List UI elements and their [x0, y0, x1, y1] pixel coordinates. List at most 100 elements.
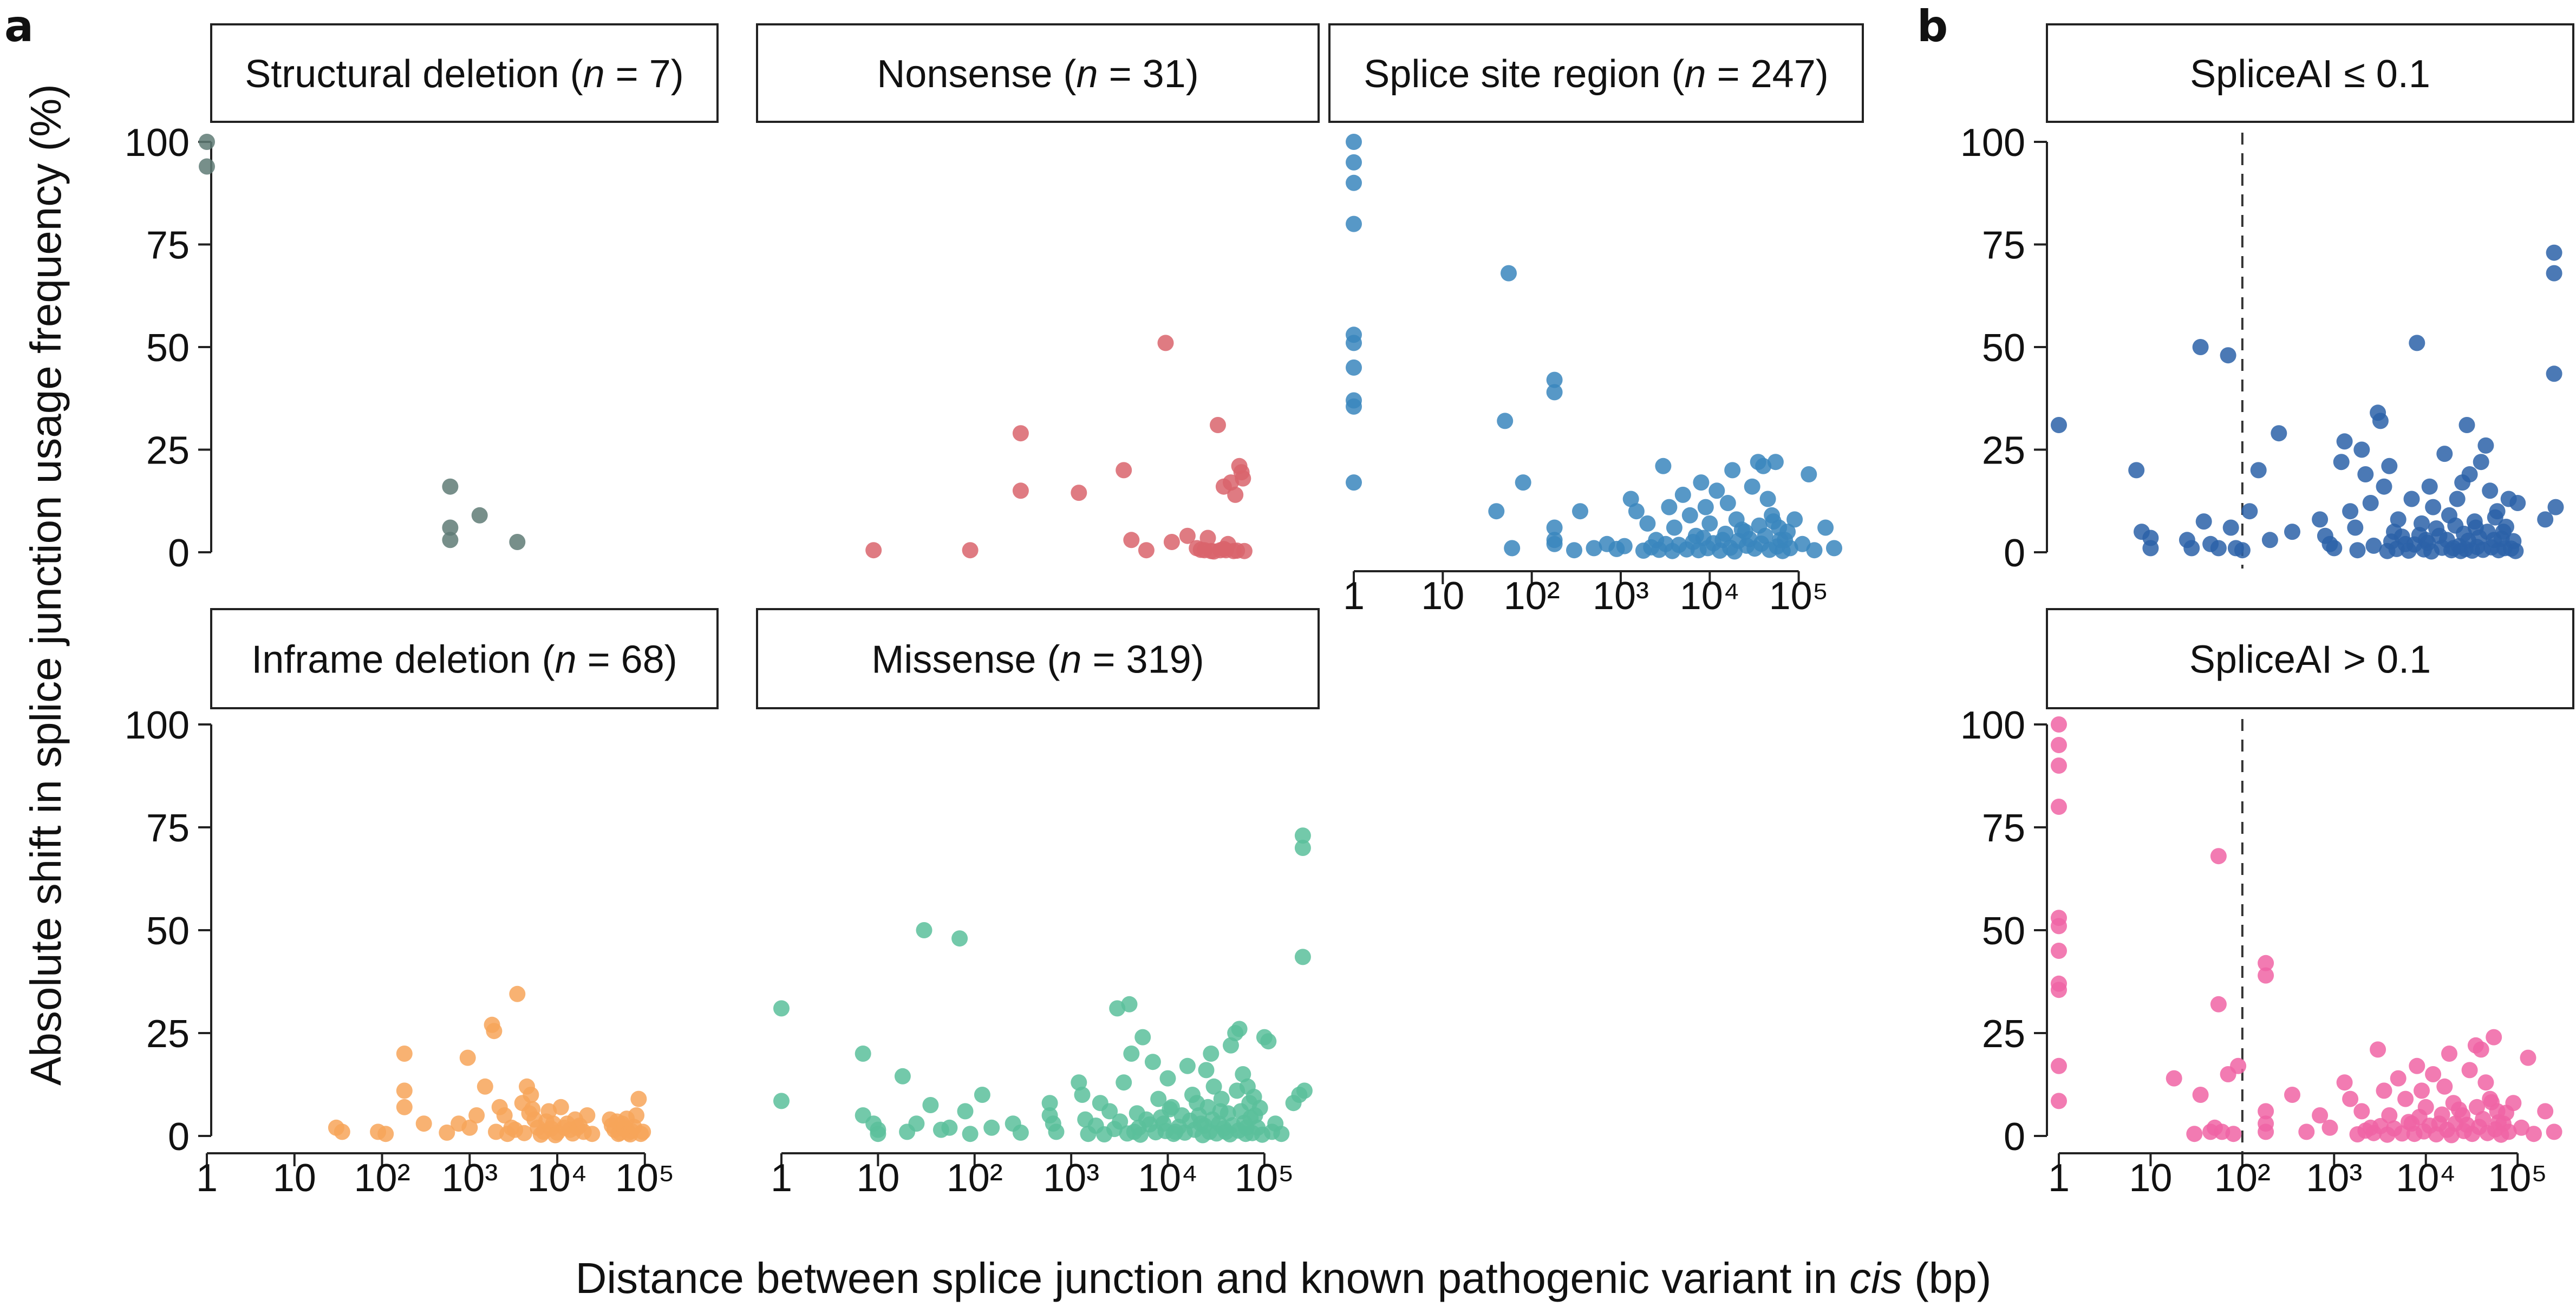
- data-point: [1719, 495, 1736, 511]
- data-point: [1622, 491, 1639, 507]
- strip-title-splice_high: SpliceAI > 0.1: [2189, 638, 2431, 682]
- data-point: [1661, 499, 1678, 515]
- data-point: [1112, 1113, 1129, 1130]
- x-tick-label: 10³: [2306, 1157, 2362, 1200]
- data-point: [1116, 1074, 1132, 1091]
- data-point: [2507, 543, 2524, 559]
- y-tick-label: 50: [146, 326, 190, 370]
- data-point: [1294, 949, 1311, 965]
- x-tick-label: 10⁵: [1769, 574, 1829, 618]
- x-tick-label: 10³: [441, 1157, 498, 1200]
- x-tick-label: 10: [273, 1157, 316, 1200]
- data-point: [1767, 454, 1784, 471]
- data-point: [1346, 398, 1362, 415]
- data-point: [2192, 1087, 2209, 1103]
- data-point: [1235, 470, 1251, 487]
- data-point: [1144, 1054, 1161, 1070]
- data-point: [2473, 1041, 2489, 1058]
- data-point: [908, 1115, 925, 1132]
- data-point: [2381, 458, 2398, 474]
- data-point: [396, 1082, 413, 1099]
- data-point: [1701, 515, 1718, 532]
- data-point: [1546, 519, 1563, 536]
- strip-title-prefix: Nonsense (: [877, 53, 1076, 96]
- data-point: [1497, 413, 1514, 429]
- data-point: [2225, 1126, 2242, 1142]
- data-point: [951, 930, 968, 947]
- y-tick-label: 75: [146, 224, 190, 267]
- data-point: [2241, 503, 2258, 520]
- data-point: [941, 1119, 958, 1136]
- data-point: [1616, 538, 1633, 554]
- data-point: [2441, 1046, 2457, 1062]
- data-point: [2321, 1119, 2338, 1136]
- data-point: [2546, 1123, 2562, 1140]
- data-point: [1071, 485, 1087, 501]
- data-point: [870, 1126, 886, 1142]
- data-point: [2475, 1111, 2492, 1127]
- x-axis-label-end: (bp): [1902, 1254, 1992, 1302]
- data-point: [1210, 417, 1226, 433]
- data-point: [2234, 542, 2251, 559]
- data-point: [2394, 528, 2410, 545]
- data-point: [2166, 1070, 2182, 1087]
- data-point: [1572, 503, 1588, 520]
- data-point: [773, 1093, 790, 1109]
- data-point: [1779, 524, 1796, 540]
- data-point: [2222, 519, 2239, 536]
- data-point: [962, 1126, 979, 1142]
- y-tick-label: 25: [1982, 1012, 2025, 1056]
- x-tick-label: 10³: [1593, 574, 1649, 618]
- data-point: [2414, 1082, 2430, 1099]
- data-point: [974, 1087, 990, 1103]
- data-point: [2051, 737, 2067, 753]
- y-tick-label: 25: [1982, 429, 2025, 473]
- data-point: [1693, 474, 1710, 491]
- strip-title-suffix: = 319): [1081, 638, 1204, 682]
- data-point: [2477, 1074, 2494, 1091]
- data-point: [468, 1107, 485, 1123]
- x-tick-label: 1: [1343, 574, 1365, 618]
- data-point: [2520, 1049, 2536, 1066]
- data-point: [1012, 1124, 1029, 1141]
- data-point: [2349, 542, 2366, 559]
- data-point: [2487, 509, 2503, 526]
- data-point: [2498, 1105, 2514, 1121]
- data-point: [2258, 1123, 2274, 1140]
- data-point: [547, 1127, 564, 1144]
- data-point: [2051, 982, 2067, 998]
- data-point: [2479, 524, 2496, 540]
- strip-title-structural: Structural deletion (n = 7): [245, 53, 683, 96]
- y-tick-label: 0: [168, 1115, 190, 1159]
- data-point: [2353, 441, 2370, 458]
- y-tick-label: 50: [146, 910, 190, 953]
- strip-header-inframe: [210, 608, 719, 709]
- data-point: [2312, 511, 2329, 528]
- data-point: [415, 1115, 432, 1132]
- strip-title-suffix: = 7): [605, 53, 684, 96]
- strip-title-prefix: Missense (: [871, 638, 1060, 682]
- data-point: [2258, 1103, 2274, 1120]
- data-point: [2336, 1074, 2353, 1091]
- data-point: [1294, 840, 1311, 856]
- x-tick-label: 10⁵: [1235, 1157, 1294, 1200]
- data-point: [1586, 540, 1602, 557]
- data-point: [630, 1090, 647, 1107]
- data-point: [2051, 799, 2067, 815]
- data-point: [1501, 265, 1517, 282]
- data-point: [1546, 384, 1563, 401]
- data-point: [1655, 458, 1672, 474]
- data-point: [2466, 513, 2483, 530]
- data-point: [916, 922, 932, 938]
- data-point: [2483, 1094, 2500, 1111]
- panel-splice_low: SpliceAI ≤ 0.1 0 25 50 75 100: [1960, 23, 2574, 575]
- data-point: [569, 1119, 586, 1136]
- data-point: [1179, 527, 1196, 544]
- data-point: [1346, 335, 1362, 351]
- data-point: [1794, 535, 1811, 552]
- data-point: [2498, 519, 2514, 535]
- data-point: [2128, 462, 2145, 479]
- data-point: [2210, 996, 2227, 1012]
- data-point: [1179, 1057, 1196, 1074]
- data-point: [2434, 1106, 2450, 1123]
